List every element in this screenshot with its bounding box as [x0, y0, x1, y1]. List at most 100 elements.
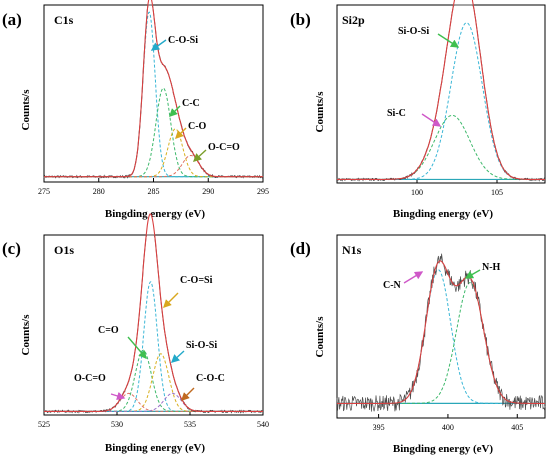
arrow: [192, 149, 207, 162]
component-peak: [337, 282, 545, 404]
peak-label: C-O=Si: [180, 275, 213, 286]
x-tick-label: 105: [491, 188, 503, 197]
curves: [43, 213, 264, 414]
x-tick-label: 290: [202, 187, 214, 196]
xlabel: Bingding energy (eV): [393, 443, 494, 455]
arrow: [421, 113, 442, 127]
plot-frame: [336, 4, 546, 184]
x-tick-label: 400: [442, 423, 454, 432]
x-tick-label: 530: [111, 420, 123, 429]
plot-frame: [43, 4, 264, 183]
panel-a: (a) Counts/s C1s 275 280 285 290 295 C-O-Si …: [2, 0, 269, 220]
peak-label: C-O-C: [196, 373, 225, 384]
x-tick-label: 525: [38, 420, 50, 429]
component-peak: [337, 22, 545, 180]
arrow: [163, 292, 179, 308]
raw-spectrum-line: [336, 4, 546, 182]
ylabel: Counts/s: [20, 314, 32, 356]
x-tick-label: 535: [184, 420, 196, 429]
x-ticks: 100 105: [411, 179, 503, 197]
xlabel: Bingding energy (eV): [393, 208, 494, 220]
x-tick-label: 100: [411, 188, 423, 197]
arrow: [437, 33, 460, 48]
panel-title: C1s: [54, 13, 74, 27]
panel-letter: (b): [290, 10, 311, 29]
raw-spectrum-line: [336, 253, 546, 412]
ylabel: Counts/s: [314, 316, 326, 358]
fit-envelope-line: [337, 0, 545, 180]
panel-title: O1s: [54, 243, 74, 257]
xlabel: Bingding energy (eV): [105, 208, 206, 220]
fit-envelope-line: [337, 260, 545, 404]
peak-label: O-C=O: [74, 373, 106, 384]
peak-label: Si-O-Si: [398, 26, 429, 37]
peak-label-c-o-c: C-O-C: [181, 373, 225, 401]
arrow: [181, 387, 195, 401]
peak-label: C-O-Si: [168, 35, 198, 46]
peak-label-si-o-si: Si-O-Si: [170, 340, 217, 363]
peak-annotations: C-O=Si C=O Si-O-Si O-C=O C-O-C: [74, 275, 225, 401]
component-peak: [44, 392, 263, 412]
component-peak: [337, 269, 545, 404]
peak-label-si-o-si: Si-O-Si: [398, 26, 460, 48]
arrow: [110, 391, 126, 400]
panel-title: N1s: [342, 243, 362, 257]
peak-label-c-c: C-C: [169, 98, 200, 117]
component-peak: [44, 392, 263, 412]
panel-d: (d) Counts/s N1s 395 400 405 C-N N-H Bingd…: [290, 234, 546, 455]
arrow: [464, 269, 481, 279]
peak-annotations: C-N N-H: [383, 262, 501, 291]
x-ticks: 275 280 285 290 295: [38, 178, 269, 196]
x-tick-label: 395: [373, 423, 385, 432]
peak-annotations: C-O-Si C-C C-O O-C=O: [150, 35, 240, 162]
x-ticks: 395 400 405: [373, 414, 523, 432]
arrow: [170, 350, 185, 363]
peak-label-si-c: Si-C: [387, 108, 442, 127]
ylabel: Counts/s: [20, 89, 32, 131]
peak-label: Si-O-Si: [186, 340, 217, 351]
curves: [336, 0, 546, 182]
xlabel: Bingding energy (eV): [105, 442, 206, 454]
component-peak: [44, 281, 263, 412]
x-ticks: 525 530 535 540: [38, 411, 269, 429]
peak-annotations: Si-O-Si Si-C: [387, 26, 460, 127]
peak-label-n-h: N-H: [464, 262, 501, 279]
curves: [336, 253, 546, 412]
peak-label-c-n: C-N: [383, 271, 424, 291]
peak-label: C-C: [182, 98, 200, 109]
peak-label: N-H: [482, 262, 501, 273]
peak-label: Si-C: [387, 108, 406, 119]
arrow: [127, 336, 147, 360]
peak-label-o-c-o: O-C=O: [74, 373, 126, 400]
panel-b: (b) Counts/s Si2p 100 105 Si-O-Si Si-C Bi…: [290, 0, 546, 220]
raw-spectrum-line: [43, 234, 264, 414]
panel-letter: (a): [2, 10, 22, 29]
peak-label: C-O: [188, 121, 207, 132]
x-tick-label: 280: [93, 187, 105, 196]
panel-title: Si2p: [342, 13, 365, 27]
plot-frame: [336, 234, 546, 419]
fit-envelope-line: [44, 213, 263, 412]
component-peak: [44, 87, 263, 178]
arrow: [169, 105, 181, 117]
peak-label: C-N: [383, 280, 402, 291]
peak-label-c-o-si: C-O-Si: [150, 35, 198, 51]
panel-c: (c) Counts/s O1s 525 530 535 540 C-O=Si C=O…: [2, 213, 269, 454]
peak-label-o-c-o: O-C=O: [192, 142, 240, 162]
ylabel: Counts/s: [314, 91, 326, 133]
arrow: [403, 271, 424, 284]
component-peak: [44, 155, 263, 178]
x-tick-label: 285: [148, 187, 160, 196]
peak-label-c-o: C=O: [98, 325, 147, 360]
panel-letter: (c): [2, 239, 21, 258]
peak-label: C=O: [98, 325, 119, 336]
x-tick-label: 405: [511, 423, 523, 432]
arrow: [150, 39, 167, 51]
component-peak: [337, 114, 545, 180]
peak-label: O-C=O: [208, 142, 240, 153]
peak-label-c-o-si: C-O=Si: [163, 275, 213, 308]
x-tick-label: 275: [38, 187, 50, 196]
plot-frame: [43, 234, 264, 416]
panel-letter: (d): [290, 239, 311, 258]
